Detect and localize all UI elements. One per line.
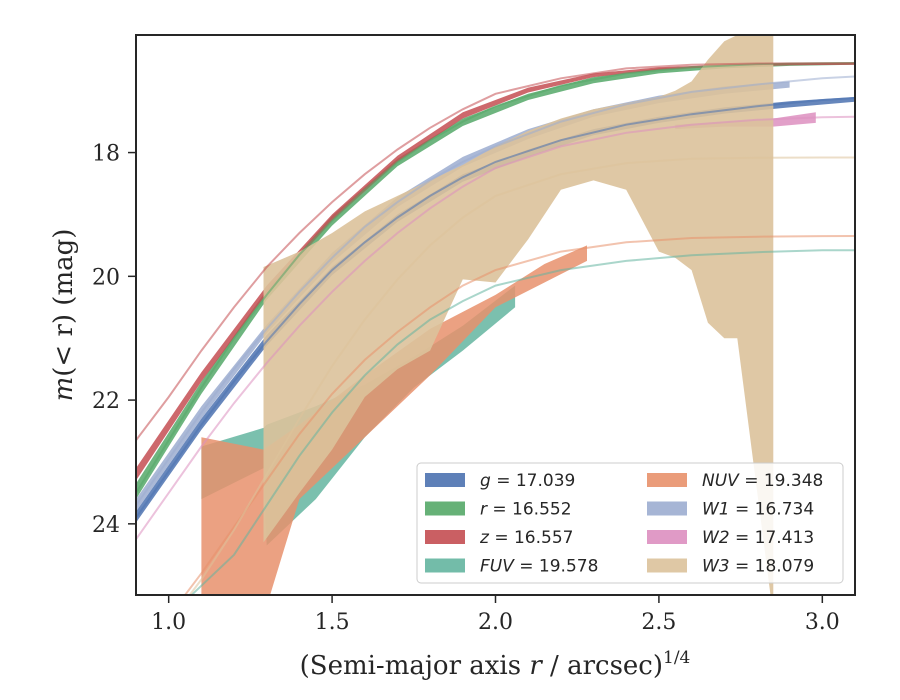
legend-label: g = 17.039 xyxy=(480,471,575,491)
x-tick-label: 3.0 xyxy=(805,610,840,635)
x-tick-label: 1.5 xyxy=(315,610,350,635)
legend-swatch xyxy=(425,501,465,516)
curve-nuv xyxy=(183,235,855,595)
y-tick-label: 24 xyxy=(92,513,120,538)
curve-fuv xyxy=(190,249,855,595)
legend-label: W3 = 18.079 xyxy=(702,557,814,577)
y-axis-title: m(< r) (mag) xyxy=(49,229,79,402)
legend-swatch xyxy=(647,501,687,516)
x-tick-label: 1.0 xyxy=(151,610,186,635)
band-w3 xyxy=(263,35,774,595)
legend-label: z = 16.557 xyxy=(479,528,573,548)
x-axis-title: (Semi-major axis r / arcsec)1/4 xyxy=(300,648,691,681)
curve-w2 xyxy=(136,115,855,540)
y-tick-label: 22 xyxy=(92,389,120,414)
legend-swatch xyxy=(425,530,465,544)
x-tick-label: 2.5 xyxy=(641,610,676,635)
legend-swatch xyxy=(647,558,687,573)
legend-label: W1 = 16.734 xyxy=(702,500,814,520)
legend-label: W2 = 17.413 xyxy=(702,528,814,548)
legend-box xyxy=(416,462,844,584)
curve-r xyxy=(136,62,855,494)
model-curves xyxy=(136,62,855,595)
x-tick-label: 2.0 xyxy=(478,610,513,635)
band-nuv xyxy=(201,245,587,595)
legend-swatch xyxy=(647,530,687,544)
legend-swatch xyxy=(425,558,465,573)
legend-label: FUV = 19.578 xyxy=(480,557,598,577)
y-axis-ticks: 18 20 22 24 xyxy=(92,142,136,538)
legend-swatch xyxy=(425,473,465,487)
curve-w3 xyxy=(188,156,855,595)
y-tick-label: 20 xyxy=(92,265,120,290)
legend-label: NUV = 19.348 xyxy=(702,471,823,491)
legend-label: r = 16.552 xyxy=(480,500,572,520)
y-tick-label: 18 xyxy=(92,142,120,167)
legend: g = 17.039 r = 16.552 z = 16.557 FUV = 19.5… xyxy=(416,462,844,584)
x-axis-ticks: 1.0 1.5 2.0 2.5 3.0 xyxy=(151,595,840,635)
legend-swatch xyxy=(647,473,687,487)
curve-g xyxy=(136,97,855,519)
curve-z xyxy=(136,62,855,441)
curve-w1 xyxy=(136,75,855,506)
